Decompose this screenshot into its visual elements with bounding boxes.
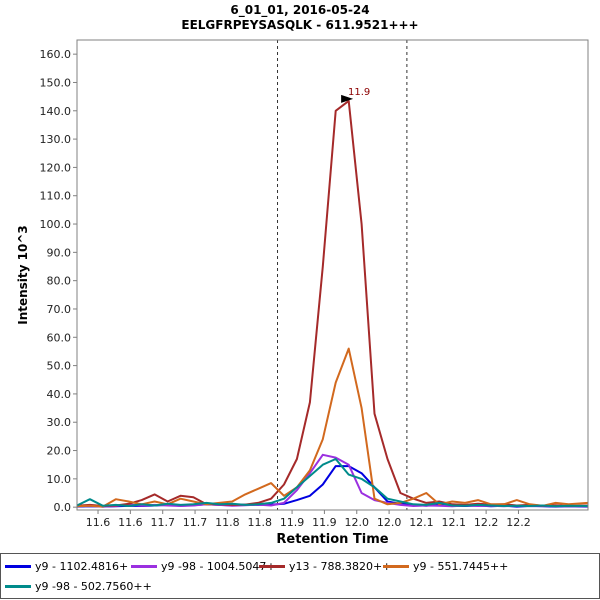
y-tick-label: 110.0: [40, 190, 72, 203]
y-tick-label: 60.0: [47, 331, 72, 344]
y-tick-label: 40.0: [47, 388, 72, 401]
series-line-4: [76, 458, 589, 508]
series-line-2: [76, 99, 589, 507]
x-axis-label: Retention Time: [276, 532, 388, 547]
x-tick-label: 12.2: [506, 516, 531, 529]
legend-label: y9 -98 - 1004.5047+: [161, 559, 276, 573]
legend-swatch: [5, 584, 31, 588]
x-tick-label: 11.9: [280, 516, 305, 529]
y-tick-label: 50.0: [47, 360, 72, 373]
series-line-1: [76, 453, 589, 508]
x-tick-label: 12.1: [409, 516, 434, 529]
chart-title: 6_01_01, 2016-05-24: [230, 3, 370, 17]
legend-swatch: [5, 564, 31, 568]
peak-label: 11.9: [348, 87, 370, 98]
x-tick-label: 11.6: [118, 516, 143, 529]
legend-item-3: y9 - 551.7445++: [383, 558, 508, 574]
legend-swatch: [383, 564, 409, 568]
y-tick-label: 80.0: [47, 275, 72, 288]
x-tick-label: 11.7: [183, 516, 208, 529]
x-tick-label: 11.6: [86, 516, 111, 529]
x-tick-label: 11.8: [247, 516, 272, 529]
legend-item-0: y9 - 1102.4816+: [5, 558, 128, 574]
legend-label: y9 -98 - 502.7560++: [35, 579, 152, 593]
y-tick-label: 30.0: [47, 416, 72, 429]
x-tick-label: 11.8: [215, 516, 240, 529]
y-tick-label: 90.0: [47, 246, 72, 259]
y-tick-label: 20.0: [47, 445, 72, 458]
x-tick-label: 11.9: [312, 516, 337, 529]
chromatogram-plot: 0.0 10.0 20.0 30.0 40.0 50.0 60.0 70.0 80.0 90.0 1…: [16, 39, 589, 547]
x-tick-label: 12.1: [442, 516, 467, 529]
y-tick-label: 10.0: [47, 473, 72, 486]
x-tick-label: 12.0: [377, 516, 402, 529]
y-tick-label: 130.0: [40, 133, 72, 146]
y-tick-label: 0.0: [54, 501, 72, 514]
plot-area-border: [76, 39, 589, 511]
legend-swatch: [131, 564, 157, 568]
y-tick-label: 150.0: [40, 76, 72, 89]
y-tick-label: 100.0: [40, 218, 72, 231]
chart-subtitle: EELGFRPEYSASQLK - 611.9521+++: [181, 18, 419, 32]
y-axis-label: Intensity 10^3: [16, 225, 30, 325]
y-tick-label: 70.0: [47, 303, 72, 316]
legend-item-1: y9 -98 - 1004.5047+: [131, 558, 276, 574]
legend-swatch: [259, 564, 285, 568]
y-tick-label: 140.0: [40, 105, 72, 118]
series-line-3: [76, 347, 589, 508]
legend: y9 - 1102.4816+ y9 -98 - 1004.5047+ y13 - …: [0, 553, 600, 599]
legend-label: y9 - 1102.4816+: [35, 559, 129, 573]
x-tick-label: 11.7: [150, 516, 175, 529]
peak-marker: [341, 94, 354, 103]
y-tick-label: 160.0: [40, 48, 72, 61]
series-line-0: [76, 465, 589, 508]
y-axis-ticks: 0.0 10.0 20.0 30.0 40.0 50.0 60.0 70.0 80.0 90.0 1…: [40, 48, 77, 514]
y-tick-label: 120.0: [40, 161, 72, 174]
x-axis-ticks: 11.6 11.6 11.7 11.7 11.8 11.8 11.9 11.9 12.0 12.0…: [86, 510, 531, 529]
integration-boundaries: [277, 40, 408, 510]
series-lines: [76, 99, 589, 508]
legend-item-2: y13 - 788.3820++: [259, 558, 391, 574]
x-tick-label: 12.0: [345, 516, 370, 529]
legend-item-4: y9 -98 - 502.7560++: [5, 578, 152, 594]
x-tick-label: 12.2: [474, 516, 499, 529]
peak-annotation: 11.9: [341, 87, 370, 103]
legend-label: y9 - 551.7445++: [413, 559, 509, 573]
legend-label: y13 - 788.3820++: [289, 559, 392, 573]
